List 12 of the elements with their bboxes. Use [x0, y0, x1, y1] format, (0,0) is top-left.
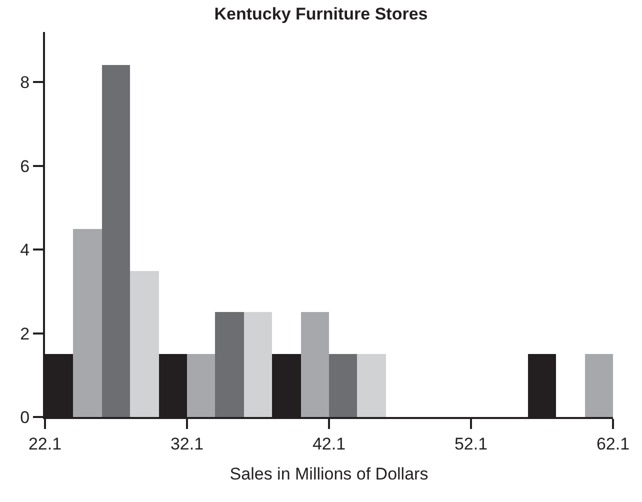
y-tick-label: 0 — [20, 408, 30, 427]
x-tick-label: 42.1 — [312, 434, 346, 454]
y-tick-label: 4 — [20, 240, 30, 260]
x-tick-label: 52.1 — [454, 434, 488, 454]
y-tick-label: 2 — [20, 324, 30, 344]
x-tick-label: 32.1 — [170, 434, 204, 454]
x-tick-label: 22.1 — [28, 434, 62, 454]
chart-title: Kentucky Furniture Stores — [214, 4, 428, 24]
x-tick-label: 62.1 — [596, 434, 630, 454]
x-axis-title: Sales in Millions of Dollars — [230, 464, 428, 484]
y-tick-label: 8 — [20, 73, 30, 92]
y-tick-label: 6 — [20, 156, 30, 176]
